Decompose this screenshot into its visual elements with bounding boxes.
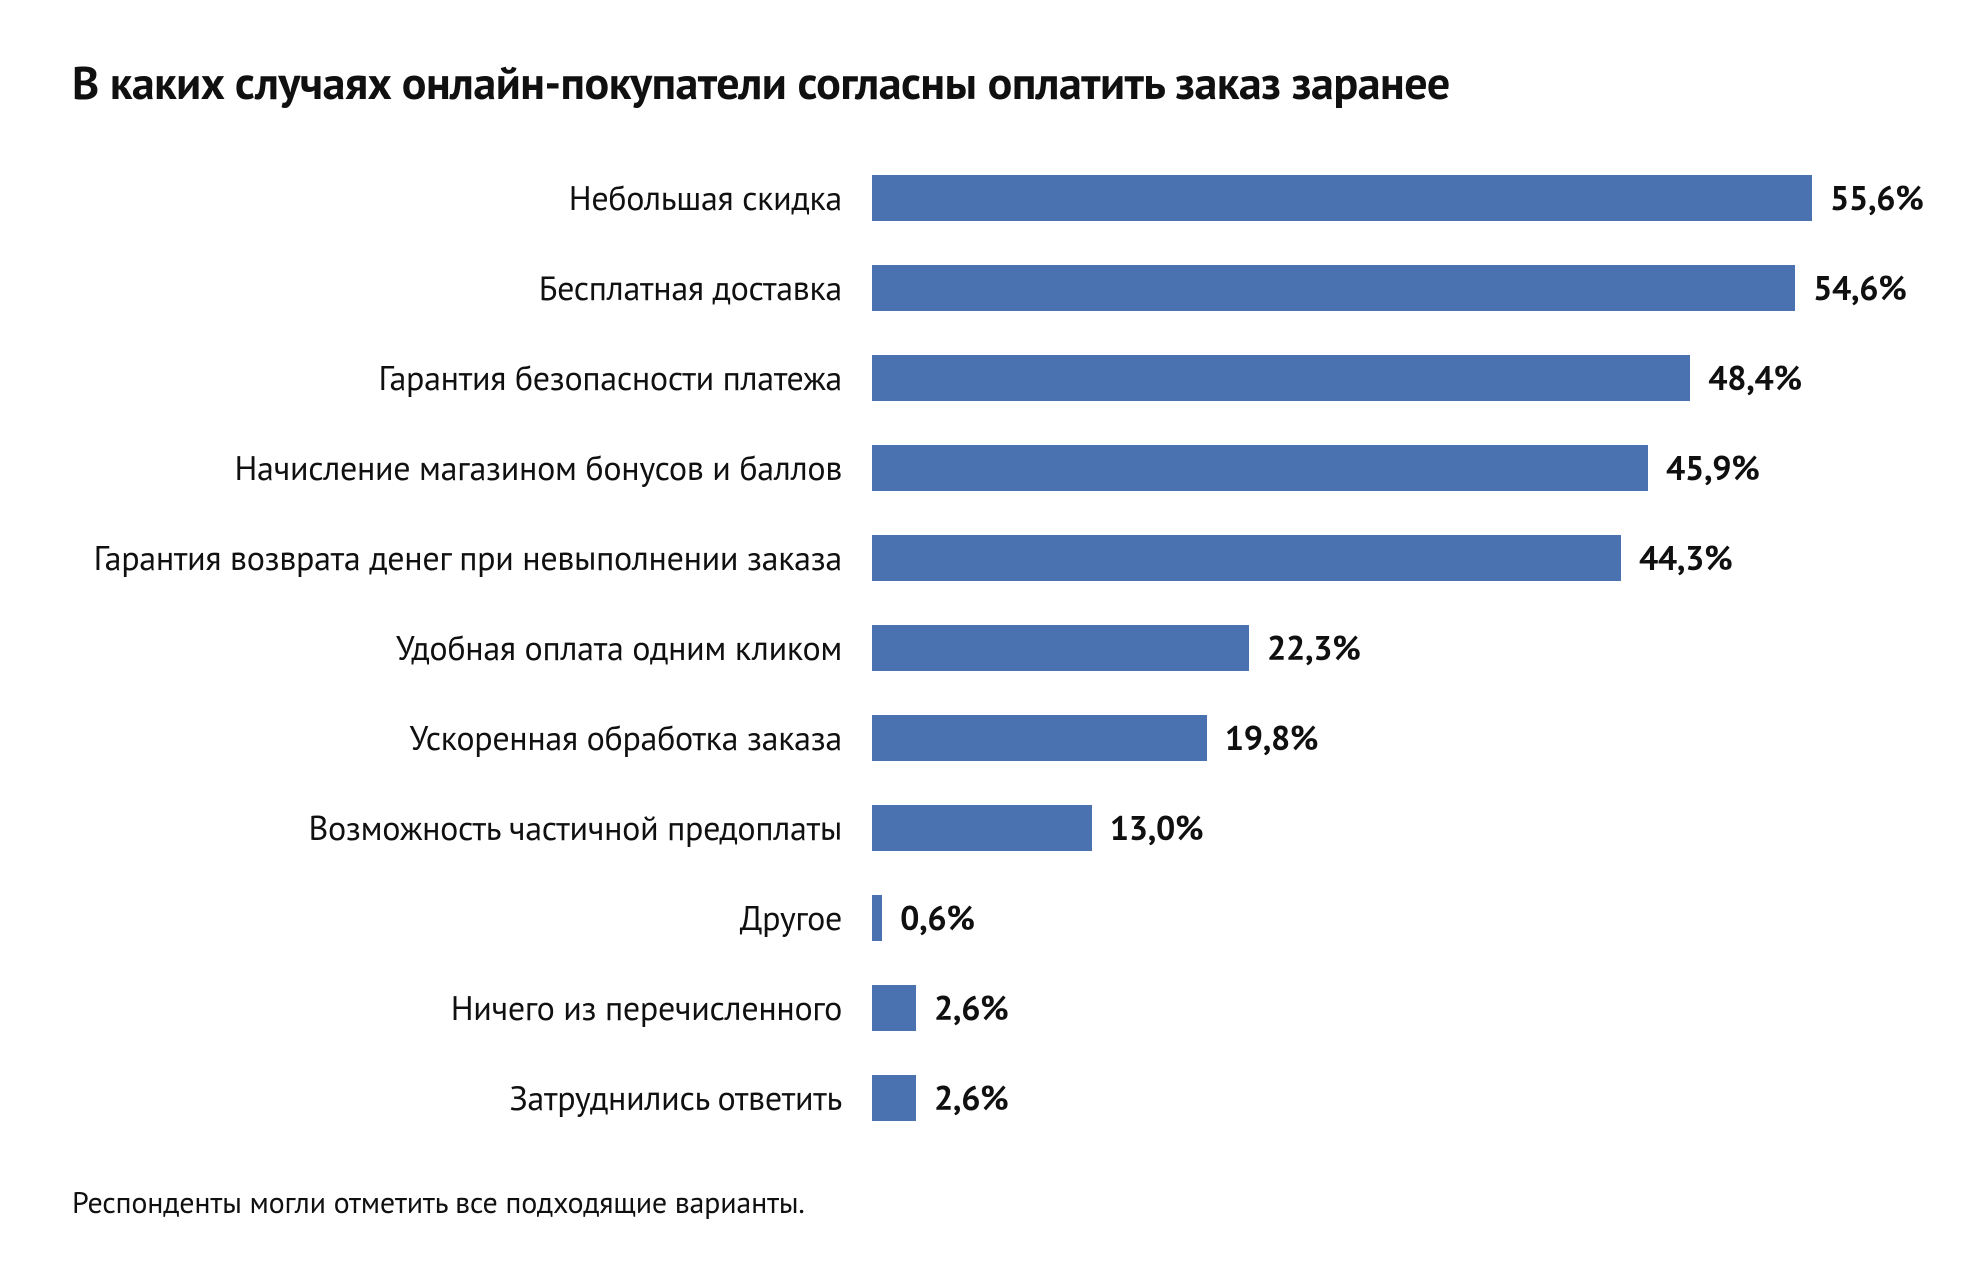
bar-value: 13,0% (1092, 806, 1203, 850)
bar-cell: 44,3% (872, 535, 1904, 581)
bar (872, 535, 1621, 581)
bar-value: 48,4% (1690, 356, 1801, 400)
chart-footnote: Респонденты могли отметить все подходящи… (72, 1183, 1904, 1222)
bar (872, 1075, 916, 1121)
bar-label: Бесплатная доставка (72, 266, 872, 310)
bar (872, 625, 1249, 671)
chart-row: Небольшая скидка55,6% (72, 153, 1904, 243)
chart-row: Возможность частичной предоплаты 13,0% (72, 783, 1904, 873)
chart-container: В каких случаях онлайн-покупатели соглас… (0, 0, 1976, 1270)
bar-label: Гарантия безопасности платежа (72, 356, 872, 400)
bar-cell: 2,6% (872, 985, 1904, 1031)
bar-value: 0,6% (882, 896, 974, 940)
bar-value: 44,3% (1621, 536, 1732, 580)
bar (872, 355, 1690, 401)
bar (872, 805, 1092, 851)
bar-cell: 45,9% (872, 445, 1904, 491)
bar (872, 445, 1648, 491)
bar (872, 985, 916, 1031)
bar-value: 45,9% (1648, 446, 1759, 490)
chart-row: Ничего из перечисленного 2,6% (72, 963, 1904, 1053)
bar-label: Ускоренная обработка заказа (72, 716, 872, 760)
bar-label: Возможность частичной предоплаты (72, 806, 872, 850)
bar-value: 19,8% (1207, 716, 1318, 760)
bar-cell: 48,4% (872, 355, 1904, 401)
bar-label: Ничего из перечисленного (72, 986, 872, 1030)
bar-value: 55,6% (1812, 176, 1923, 220)
bar-cell: 13,0% (872, 805, 1904, 851)
chart-row: Начисление магазином бонусов и баллов 45,… (72, 423, 1904, 513)
chart-row: Гарантия возврата денег при невыполнении… (72, 513, 1904, 603)
bar (872, 715, 1207, 761)
bar (872, 895, 882, 941)
bar-cell: 55,6% (872, 175, 1923, 221)
bar-cell: 19,8% (872, 715, 1904, 761)
bar-label: Начисление магазином бонусов и баллов (72, 446, 872, 490)
bar-cell: 0,6% (872, 895, 1904, 941)
bar-value: 22,3% (1249, 626, 1360, 670)
bar-value: 54,6% (1795, 266, 1906, 310)
bar-label: Небольшая скидка (72, 176, 872, 220)
bar (872, 175, 1812, 221)
chart-row: Ускоренная обработка заказа 19,8% (72, 693, 1904, 783)
bar-cell: 2,6% (872, 1075, 1904, 1121)
bar-label: Удобная оплата одним кликом (72, 626, 872, 670)
chart-row: Затруднились ответить 2,6% (72, 1053, 1904, 1143)
bar-value: 2,6% (916, 986, 1008, 1030)
bar-chart: Небольшая скидка55,6%Бесплатная доставка… (72, 153, 1904, 1143)
bar (872, 265, 1795, 311)
chart-row: Другое0,6% (72, 873, 1904, 963)
chart-row: Бесплатная доставка 54,6% (72, 243, 1904, 333)
bar-value: 2,6% (916, 1076, 1008, 1120)
bar-label: Другое (72, 896, 872, 940)
bar-cell: 54,6% (872, 265, 1907, 311)
chart-row: Гарантия безопасности платежа 48,4% (72, 333, 1904, 423)
chart-title: В каких случаях онлайн-покупатели соглас… (72, 56, 1904, 109)
bar-label: Гарантия возврата денег при невыполнении… (72, 536, 872, 580)
bar-cell: 22,3% (872, 625, 1904, 671)
chart-row: Удобная оплата одним кликом 22,3% (72, 603, 1904, 693)
bar-label: Затруднились ответить (72, 1076, 872, 1120)
